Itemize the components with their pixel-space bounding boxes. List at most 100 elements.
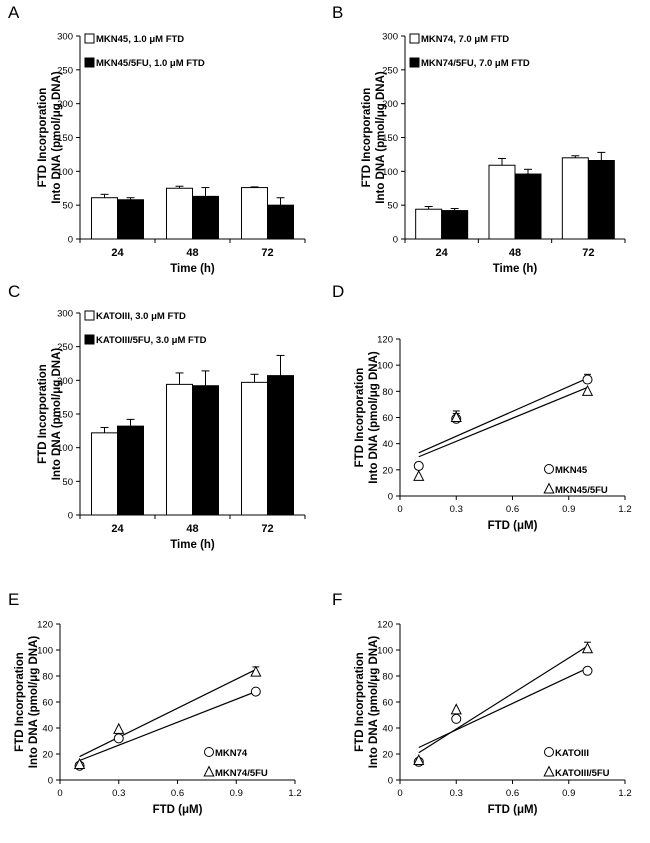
x-axis-label: Time (h) xyxy=(493,263,538,275)
legend-swatch xyxy=(409,57,420,68)
y-tick-label: 150 xyxy=(382,133,398,144)
legend-marker xyxy=(543,482,555,494)
x-axis-label: Time (h) xyxy=(170,263,215,275)
x-tick-label: 24 xyxy=(111,247,124,259)
chart-panel-a: A 0 50 100 150 200 250 300 FTD Incorporation Into… xyxy=(8,3,306,275)
x-tick-label: 48 xyxy=(186,523,198,535)
legend-entry: MKN45 xyxy=(555,465,588,476)
legend-entry: MKN74 xyxy=(215,748,248,759)
x-tick-label: 0.6 xyxy=(171,788,184,799)
legend-entry: MKN45/5FU, 1.0 μM FTD xyxy=(96,58,205,69)
legend-entry: KATOIII/5FU xyxy=(555,768,610,779)
bar-mkn45-5fu xyxy=(267,204,294,240)
y-axis-label-line2: Into DNA (pmol/μg DNA) xyxy=(51,348,63,481)
y-tick-label: 20 xyxy=(382,465,393,476)
x-axis-label: FTD (μM) xyxy=(488,520,538,532)
legend-marker xyxy=(544,747,554,757)
fit-line xyxy=(418,377,588,454)
y-axis-label-line2: Into DNA (pmol/μg DNA) xyxy=(51,71,63,204)
y-tick-label: 300 xyxy=(57,309,73,320)
bar-katoiii-5fu xyxy=(192,385,219,516)
data-point-circle xyxy=(413,460,424,471)
x-axis-label: Time (h) xyxy=(170,539,215,551)
chart-panel-b: B 0 50 100 150 200 250 300 FTD Incorporation Into… xyxy=(332,3,626,275)
y-tick-label: 150 xyxy=(57,133,73,144)
fit-line xyxy=(79,668,257,758)
data-point-circle xyxy=(582,665,593,676)
y-axis-label: FTD Incorporation Into DNA (pmol/μg DNA) xyxy=(37,71,63,204)
y-tick-label: 50 xyxy=(62,201,73,212)
bar-mkn45 xyxy=(91,197,118,240)
y-tick-label: 40 xyxy=(382,439,393,450)
x-tick-label: 72 xyxy=(261,247,273,259)
y-tick-label: 80 xyxy=(42,672,53,683)
y-tick-label: 50 xyxy=(387,201,398,212)
legend-entry: KATOIII xyxy=(555,748,589,759)
x-tick-label: 1.2 xyxy=(618,504,631,515)
y-tick-label: 60 xyxy=(42,698,53,709)
x-tick-label: 1.2 xyxy=(618,788,631,799)
x-tick-label: 0.9 xyxy=(562,788,575,799)
data-point-circle xyxy=(582,374,593,385)
legend-swatch xyxy=(84,57,95,68)
y-axis-label-line1: FTD Incorporation xyxy=(14,652,26,752)
bar-mkn45-5fu xyxy=(192,195,219,240)
y-tick-label: 120 xyxy=(377,335,393,346)
x-tick-label: 0.3 xyxy=(112,788,125,799)
y-tick-label: 200 xyxy=(57,99,73,110)
y-tick-label: 100 xyxy=(57,167,73,178)
legend-marker xyxy=(203,765,215,777)
y-tick-label: 20 xyxy=(42,750,53,761)
y-tick-label: 0 xyxy=(393,235,398,246)
y-tick-label: 0 xyxy=(68,511,73,522)
chart-panel-c: C 0 50 100 150 200 250 300 FTD Incorporation Into… xyxy=(8,282,306,551)
bar-mkn74 xyxy=(488,164,516,240)
y-tick-label: 100 xyxy=(377,646,393,657)
panel-label: B xyxy=(332,3,343,22)
y-tick-label: 100 xyxy=(382,167,398,178)
x-tick-label: 48 xyxy=(186,247,198,259)
y-axis-label-line2: Into DNA (pmol/μg DNA) xyxy=(28,636,40,769)
bar-katoiii-5fu xyxy=(267,375,294,516)
x-tick-label: 0.3 xyxy=(450,504,463,515)
bar-mkn45 xyxy=(166,187,193,240)
legend-swatch xyxy=(84,334,95,345)
bar-katoiii xyxy=(166,383,193,516)
data-point-triangle xyxy=(250,665,262,677)
data-point-triangle xyxy=(581,642,594,654)
fit-line xyxy=(418,386,588,458)
panel-label: D xyxy=(332,282,344,301)
bar-mkn74-5fu xyxy=(587,160,615,240)
y-tick-label: 100 xyxy=(57,443,73,454)
bar-mkn74-5fu xyxy=(441,210,469,240)
bar-mkn74 xyxy=(415,208,443,240)
x-tick-label: 0.3 xyxy=(450,788,463,799)
legend-swatch xyxy=(84,33,95,44)
y-tick-label: 150 xyxy=(57,410,73,421)
y-tick-label: 80 xyxy=(382,387,393,398)
bar-mkn74-5fu xyxy=(514,173,542,240)
data-point-triangle xyxy=(413,469,425,481)
y-axis-label: FTD Incorporation Into DNA (pmol/μg DNA) xyxy=(37,348,63,481)
fit-line xyxy=(418,645,588,754)
chart-panel-e: E 0 20 40 60 80 100 120 FTD Incorporation Into DN… xyxy=(8,590,302,816)
bar-katoiii-5fu xyxy=(117,425,144,516)
y-tick-label: 50 xyxy=(62,477,73,488)
y-tick-label: 120 xyxy=(37,620,53,631)
y-tick-label: 250 xyxy=(57,342,73,353)
x-tick-label: 72 xyxy=(261,523,273,535)
y-tick-label: 250 xyxy=(382,65,398,76)
y-axis-label: FTD Incorporation Into DNA (pmol/μg DNA) xyxy=(14,636,40,769)
y-tick-label: 80 xyxy=(382,672,393,683)
legend-entry: MKN74, 7.0 μM FTD xyxy=(421,34,509,45)
y-tick-label: 60 xyxy=(382,413,393,424)
fit-line xyxy=(79,691,257,762)
data-point-triangle xyxy=(581,384,594,396)
y-axis-label-line2: Into DNA (pmol/μg DNA) xyxy=(368,636,380,769)
y-tick-label: 200 xyxy=(57,376,73,387)
legend-entry: KATOIII/5FU, 3.0 μM FTD xyxy=(96,335,207,346)
x-tick-label: 0 xyxy=(57,788,62,799)
panel-label: A xyxy=(8,3,20,22)
y-tick-label: 0 xyxy=(388,776,393,787)
legend-entry: KATOIII, 3.0 μM FTD xyxy=(96,311,186,322)
